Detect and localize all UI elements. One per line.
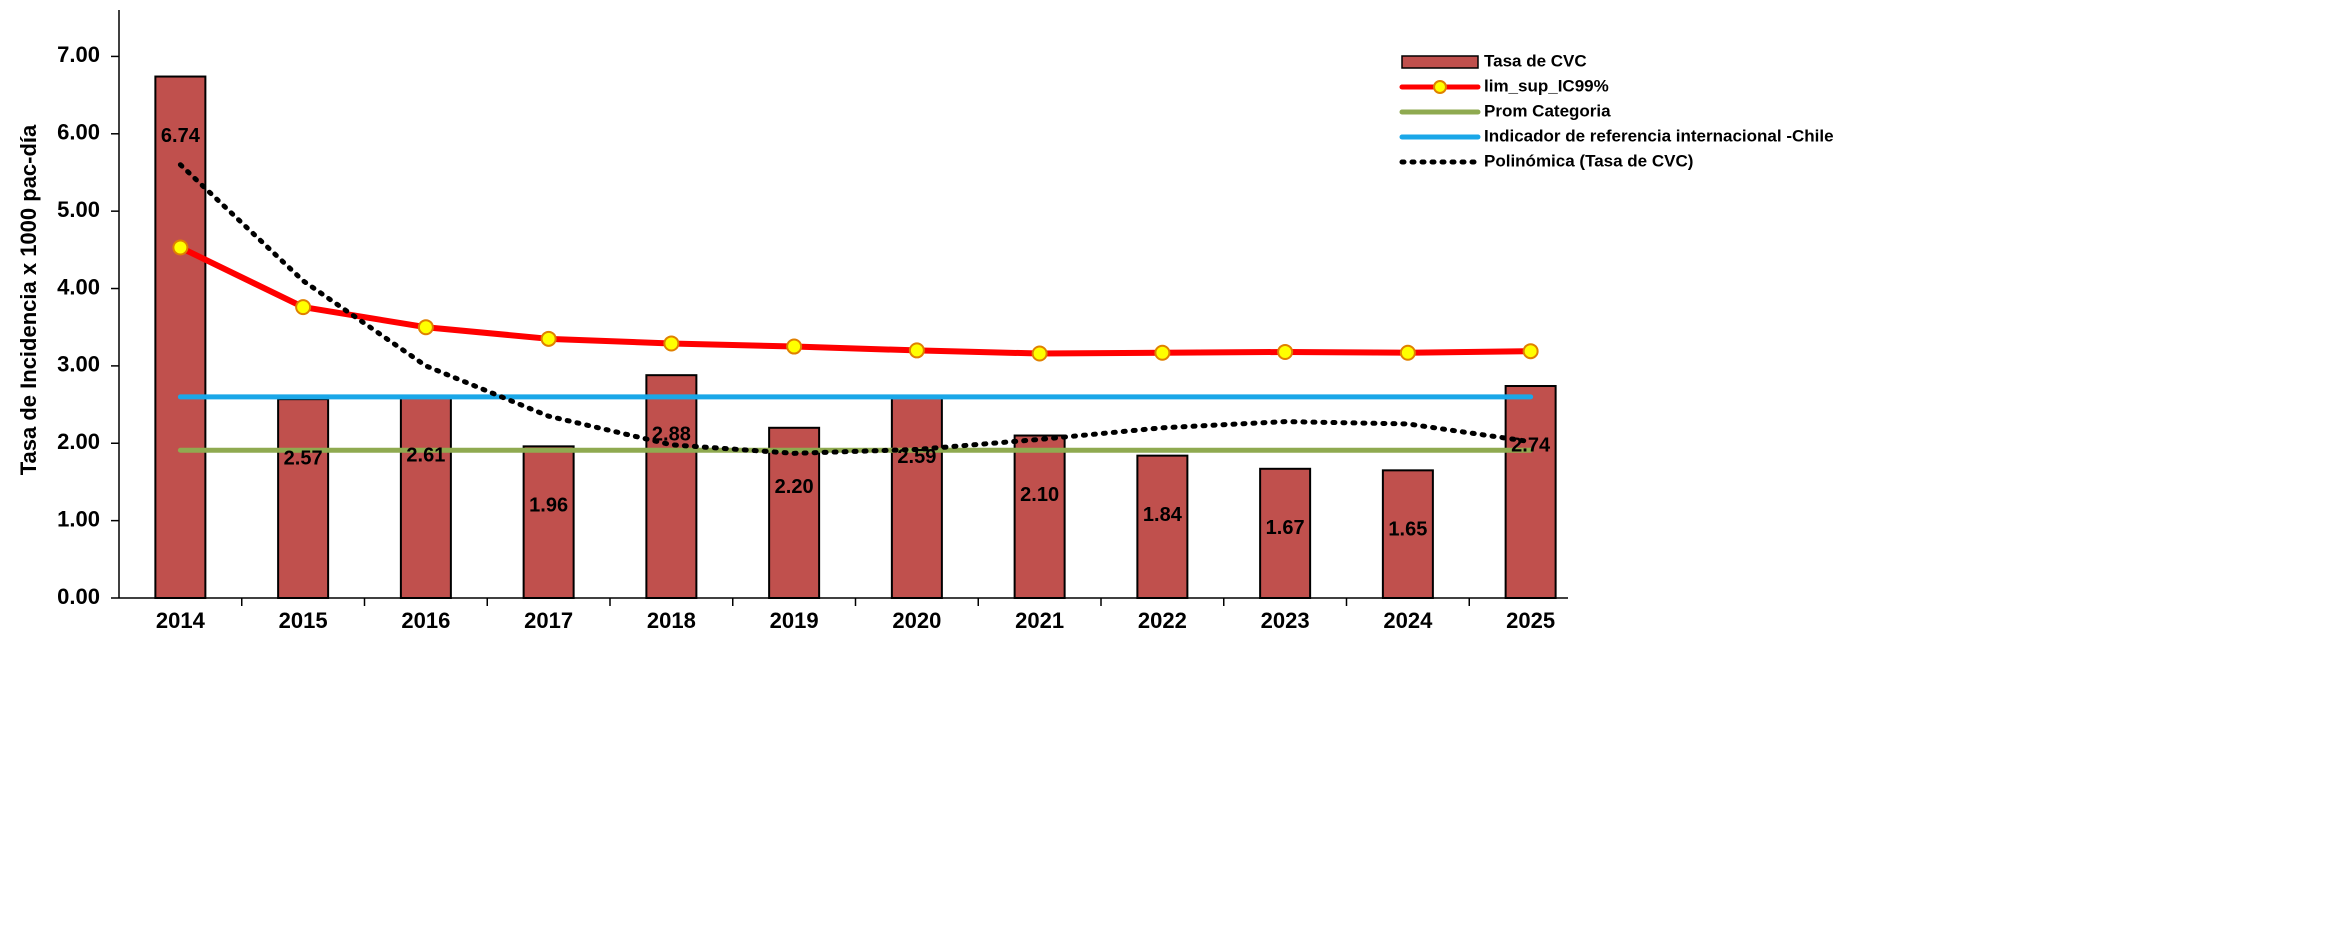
data-label: 1.65 [1388, 519, 1427, 541]
x-tick-label: 2017 [524, 608, 573, 633]
bar [768, 426, 821, 599]
x-tick-label: 2019 [770, 608, 819, 633]
legend-label: Indicador de referencia internacional -C… [1484, 126, 1834, 145]
y-tick-label: 4.00 [57, 274, 100, 299]
bar [522, 445, 575, 599]
line-marker [1522, 343, 1539, 360]
data-label: 1.84 [1143, 504, 1183, 526]
line-marker [1277, 343, 1294, 360]
x-tick-label: 2020 [892, 608, 941, 633]
line-marker [417, 319, 434, 336]
legend-label: Polinómica (Tasa de CVC) [1484, 151, 1693, 170]
x-tick-label: 2015 [279, 608, 328, 633]
line-marker [1399, 344, 1416, 361]
line-marker [1031, 345, 1048, 362]
bar [399, 395, 452, 599]
line-marker [540, 330, 557, 347]
line-marker [172, 239, 189, 256]
bar [1136, 454, 1189, 600]
line-marker [295, 299, 312, 316]
data-label: 1.67 [1266, 517, 1305, 539]
x-tick-label: 2022 [1138, 608, 1187, 633]
data-label: 2.61 [406, 444, 445, 466]
data-label: 2.59 [897, 446, 936, 468]
x-tick-label: 2024 [1383, 608, 1433, 633]
x-tick-label: 2014 [156, 608, 206, 633]
x-tick-label: 2021 [1015, 608, 1064, 633]
bar [154, 75, 207, 599]
line-marker [786, 338, 803, 355]
y-tick-label: 6.00 [57, 120, 100, 145]
line [177, 244, 1534, 357]
bar [277, 398, 330, 599]
y-tick-label: 7.00 [57, 42, 100, 67]
legend-swatch [1401, 55, 1479, 69]
line-marker [663, 335, 680, 352]
y-tick-label: 3.00 [57, 352, 100, 377]
bar [645, 374, 698, 600]
y-tick-label: 0.00 [57, 584, 100, 609]
legend-label: Prom Categoria [1484, 101, 1611, 120]
bar [1013, 434, 1066, 599]
legend-marker [1433, 80, 1447, 94]
data-label: 1.96 [529, 495, 568, 517]
y-axis-label: Tasa de Incidencia x 1000 pac-día [16, 124, 41, 475]
y-tick-label: 1.00 [57, 506, 100, 531]
data-label: 2.57 [284, 447, 323, 469]
bar [1259, 467, 1312, 599]
x-tick-label: 2016 [401, 608, 450, 633]
y-tick-label: 5.00 [57, 197, 100, 222]
data-label: 2.10 [1020, 484, 1059, 506]
x-tick-label: 2025 [1506, 608, 1555, 633]
legend-label: Tasa de CVC [1484, 51, 1587, 70]
x-tick-label: 2018 [647, 608, 696, 633]
bar [890, 396, 943, 599]
data-label: 2.74 [1511, 434, 1551, 456]
y-tick-label: 2.00 [57, 429, 100, 454]
trend-line [177, 162, 1534, 456]
data-label: 6.74 [161, 125, 201, 147]
x-tick-label: 2023 [1261, 608, 1310, 633]
line-marker [1154, 344, 1171, 361]
bar [1381, 469, 1434, 599]
bar [1504, 385, 1557, 599]
data-label: 2.20 [775, 476, 814, 498]
legend-label: lim_sup_IC99% [1484, 76, 1609, 95]
line-marker [908, 342, 925, 359]
data-label: 2.88 [652, 423, 691, 445]
